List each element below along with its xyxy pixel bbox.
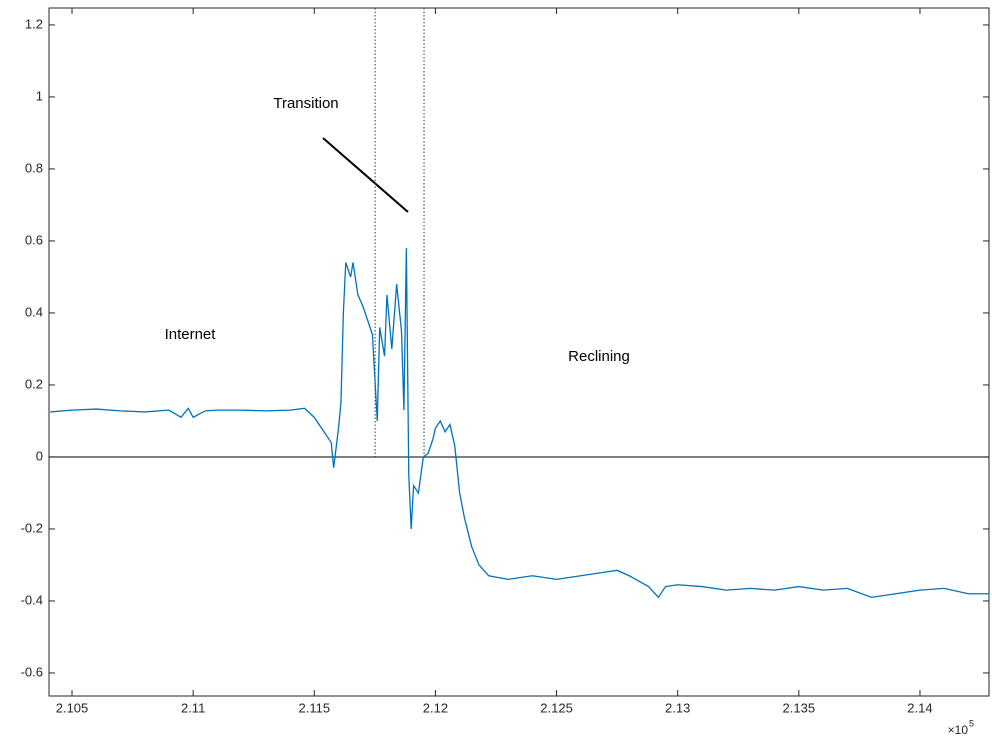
- y-tick-label: 0: [36, 448, 43, 463]
- y-tick-label: 1.2: [25, 16, 43, 31]
- x-tick-label: 2.12: [423, 700, 448, 715]
- annotation-arrow: [322, 137, 409, 213]
- y-tick-label: 0.4: [25, 304, 43, 319]
- y-tick-label: 0.8: [25, 160, 43, 175]
- annotation: Reclining: [568, 348, 630, 365]
- x-tick-label: 2.115: [298, 700, 330, 715]
- y-tick-label: -0.6: [21, 664, 43, 679]
- x-multiplier-exponent: 5: [969, 718, 974, 728]
- x-tick-label: 2.11: [181, 700, 205, 715]
- x-tick-label: 2.14: [907, 700, 932, 715]
- x-tick-label: 2.105: [56, 700, 89, 715]
- x-tick-label: 2.135: [783, 700, 816, 715]
- annotation: Internet: [165, 326, 217, 343]
- y-tick-label: 1: [36, 88, 43, 103]
- y-tick-label: -0.4: [21, 592, 43, 607]
- y-tick-label: 0.2: [25, 376, 43, 391]
- y-tick-label: 0.6: [25, 232, 43, 247]
- plot-box: [48, 7, 990, 697]
- y-tick-label: -0.2: [21, 520, 43, 535]
- data-line: [50, 248, 989, 599]
- x-multiplier: ×10: [948, 723, 969, 737]
- annotation: Transition: [273, 95, 338, 112]
- x-tick-label: 2.13: [665, 700, 690, 715]
- x-tick-label: 2.125: [540, 700, 573, 715]
